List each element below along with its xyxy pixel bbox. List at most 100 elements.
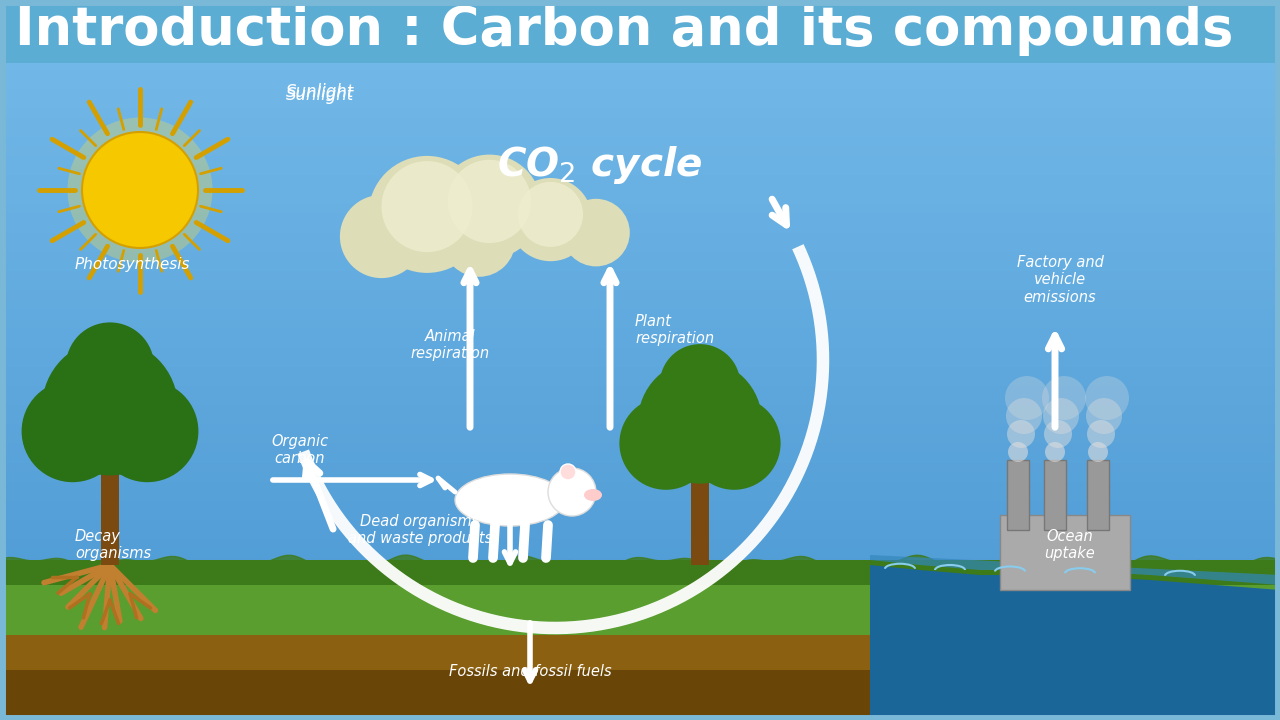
Bar [0, 279, 1280, 290]
Bar [0, 193, 1280, 204]
Bar [0, 155, 1280, 166]
Circle shape [620, 397, 713, 490]
Circle shape [340, 195, 424, 278]
Bar [0, 442, 1280, 453]
Text: Animal
respiration: Animal respiration [411, 329, 489, 361]
Bar [0, 423, 1280, 433]
Circle shape [659, 344, 740, 425]
Bar [0, 366, 1280, 377]
Bar [0, 68, 1280, 79]
Bar [0, 606, 1280, 616]
Polygon shape [870, 555, 1280, 585]
Text: Decay
organisms: Decay organisms [76, 528, 151, 561]
Bar [0, 528, 1280, 539]
Text: Sunlight: Sunlight [285, 86, 355, 104]
Bar [0, 203, 1280, 213]
Bar [0, 251, 1280, 261]
Circle shape [562, 199, 630, 266]
Circle shape [65, 323, 154, 411]
Circle shape [1085, 398, 1123, 434]
Circle shape [1088, 442, 1108, 462]
Circle shape [68, 117, 212, 263]
Bar [0, 212, 1280, 223]
Bar [0, 413, 1280, 424]
Bar [0, 260, 1280, 271]
Bar [0, 384, 1280, 395]
Circle shape [509, 178, 593, 261]
Circle shape [82, 132, 198, 248]
Polygon shape [870, 565, 1280, 720]
Bar [0, 567, 1280, 577]
Bar [0, 78, 1280, 89]
Bar [1087, 460, 1108, 530]
Bar [1000, 515, 1130, 590]
Bar [0, 232, 1280, 242]
Circle shape [1009, 442, 1028, 462]
Bar [0, 174, 1280, 184]
Circle shape [1007, 420, 1036, 448]
Circle shape [369, 156, 485, 273]
Bar [0, 270, 1280, 280]
Bar [0, 462, 1280, 472]
Bar [0, 615, 1280, 626]
Text: Plant
respiration: Plant respiration [635, 314, 714, 346]
Ellipse shape [454, 474, 564, 526]
Bar [0, 97, 1280, 108]
Text: Fossils and fossil fuels: Fossils and fossil fuels [449, 665, 612, 680]
Bar [0, 557, 1280, 568]
Bar [0, 289, 1280, 300]
Text: Photosynthesis: Photosynthesis [76, 258, 191, 272]
Bar [0, 126, 1280, 137]
Bar [0, 595, 1280, 606]
Circle shape [687, 397, 781, 490]
Bar [0, 59, 1280, 70]
Bar [0, 510, 1280, 520]
Bar [0, 145, 1280, 156]
Circle shape [1044, 420, 1073, 448]
Bar [0, 117, 1280, 127]
Bar [0, 337, 1280, 348]
Text: Sunlight: Sunlight [285, 83, 355, 101]
Bar [0, 328, 1280, 338]
Bar [0, 500, 1280, 510]
Text: Ocean
uptake: Ocean uptake [1044, 528, 1096, 561]
Circle shape [22, 380, 124, 482]
Circle shape [42, 339, 178, 475]
Bar [0, 433, 1280, 444]
Text: Dead organisms
and waste products: Dead organisms and waste products [348, 514, 492, 546]
Bar [0, 184, 1280, 194]
Text: Factory and
vehicle
emissions: Factory and vehicle emissions [1016, 255, 1103, 305]
Bar [0, 346, 1280, 357]
Bar [0, 471, 1280, 482]
Bar [0, 490, 1280, 501]
Bar [0, 519, 1280, 530]
Ellipse shape [584, 489, 602, 501]
Circle shape [518, 182, 582, 247]
Bar [0, 481, 1280, 491]
Bar [0, 88, 1280, 99]
Bar [0, 356, 1280, 366]
Bar [0, 107, 1280, 117]
Circle shape [1042, 376, 1085, 420]
Circle shape [448, 160, 531, 243]
Bar [0, 395, 1280, 405]
Bar [0, 452, 1280, 462]
Circle shape [443, 204, 516, 276]
Bar [0, 222, 1280, 233]
Bar [0, 241, 1280, 252]
Bar [0, 560, 1280, 585]
Bar [0, 375, 1280, 386]
Bar [101, 455, 119, 565]
Circle shape [438, 155, 541, 258]
Bar [0, 577, 1280, 587]
Circle shape [1006, 398, 1042, 434]
Circle shape [1005, 376, 1050, 420]
Circle shape [637, 359, 762, 484]
Bar [0, 164, 1280, 175]
FancyBboxPatch shape [0, 0, 1280, 63]
Circle shape [96, 380, 198, 482]
Bar [0, 548, 1280, 558]
Bar [0, 624, 1280, 635]
Bar [0, 590, 1280, 720]
Bar [0, 670, 1280, 720]
